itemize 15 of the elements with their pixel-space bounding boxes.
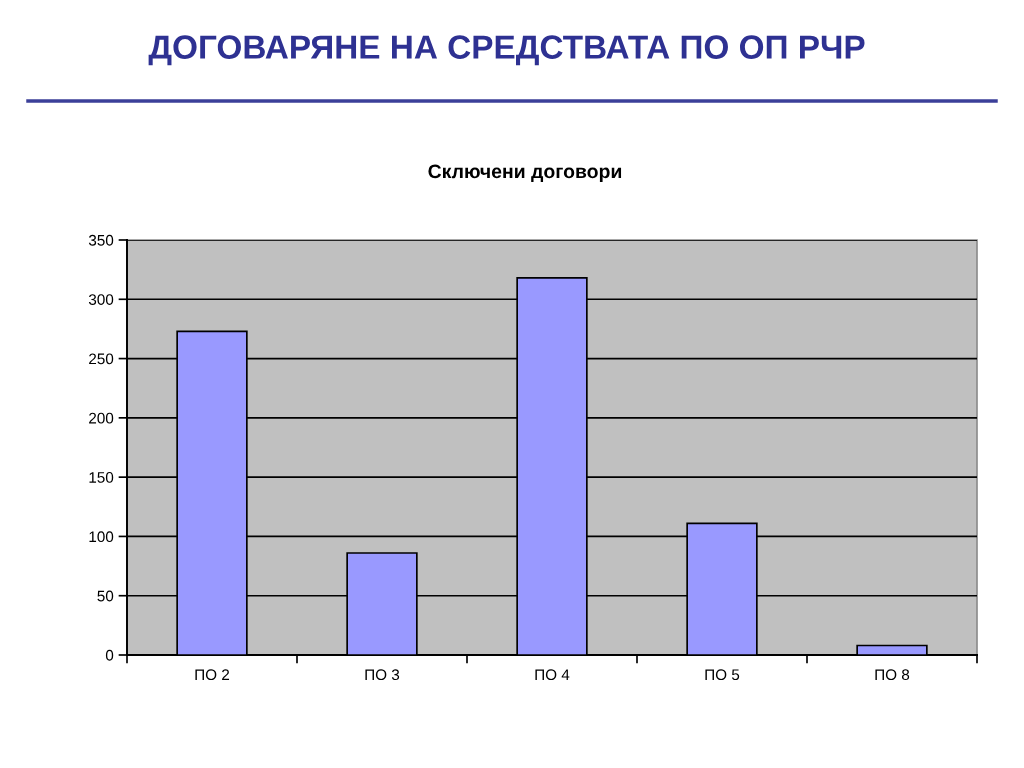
y-tick-label: 300: [88, 294, 114, 305]
chart-subtitle: Сключени договори: [428, 164, 622, 183]
x-tick-label: ПО 2: [195, 669, 230, 681]
y-tick-label: 150: [89, 472, 114, 483]
y-tick-label: 250: [89, 353, 114, 365]
x-tick-label: ПО 5: [705, 669, 740, 681]
x-tick-label: ПО 8: [875, 669, 910, 681]
y-tick-label: 100: [89, 531, 114, 543]
x-tick-label: ПО 3: [365, 669, 400, 681]
chart-title: ДОГОВАРЯНЕ НА СРЕДСТВАТА ПО ОП РЧР: [148, 35, 865, 66]
y-tick-label: 0: [105, 649, 114, 661]
y-tick-label: 50: [97, 590, 114, 602]
y-tick-label: 350: [88, 234, 114, 246]
x-tick-label: ПО 4: [535, 669, 570, 681]
y-tick-label: 200: [89, 412, 114, 424]
